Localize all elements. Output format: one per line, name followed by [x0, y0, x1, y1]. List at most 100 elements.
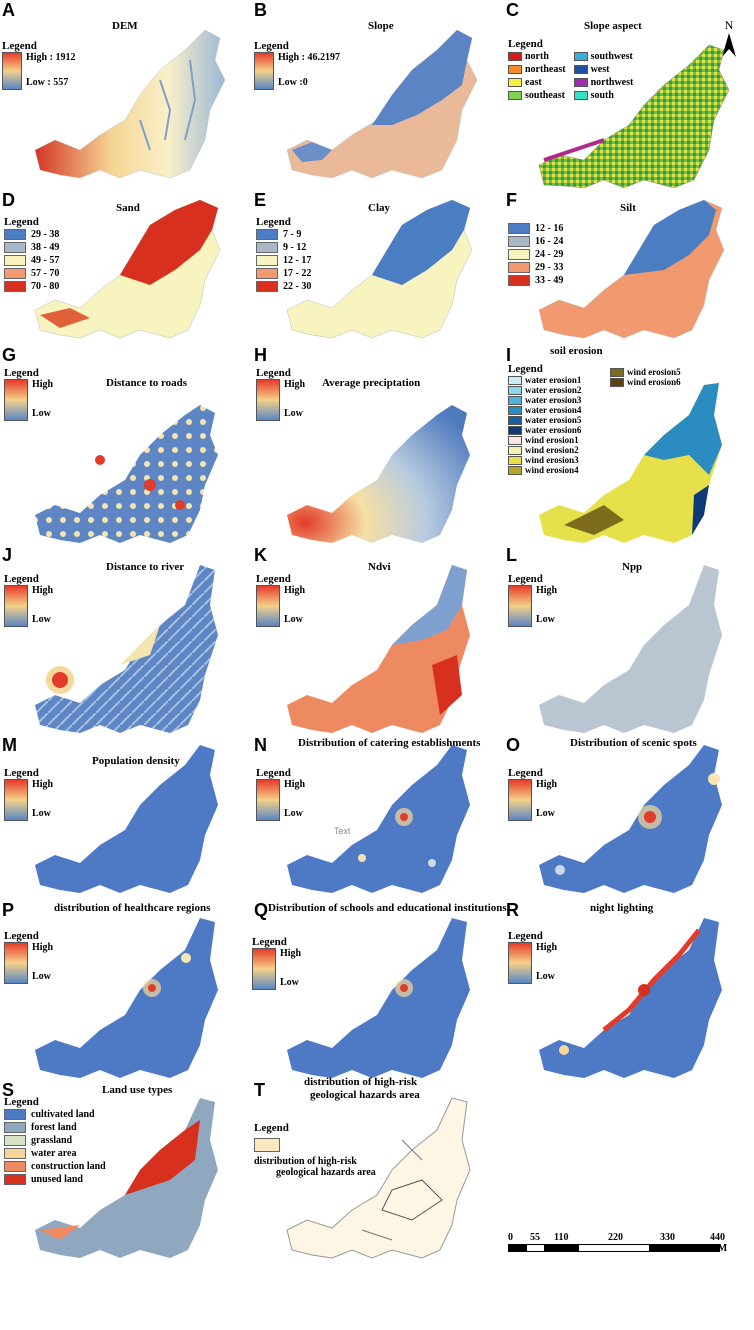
legend-swatch — [4, 1161, 26, 1172]
legend-low: Low — [32, 971, 51, 982]
legend-label: wind erosion5 — [627, 367, 681, 377]
legend-item-line2: geological hazards area — [276, 1167, 376, 1178]
legend-item: cultivated land — [4, 1108, 106, 1121]
legend-swatch — [256, 229, 278, 240]
legend-low: Low — [32, 408, 51, 419]
legend-title: Legend — [4, 767, 39, 779]
legend-low: Low — [32, 614, 51, 625]
legend-swatch — [508, 262, 530, 273]
legend-low: Low — [280, 977, 299, 988]
panel-i-soil-erosion: I soil erosion Legend water erosion1 wate… — [504, 345, 750, 595]
legend-gradient — [254, 52, 274, 90]
river-map — [35, 565, 218, 733]
legend-label: water erosion4 — [525, 405, 582, 415]
legend-item: 24 - 29 — [508, 248, 563, 261]
legend-swatch — [508, 91, 522, 100]
legend-gradient — [4, 942, 28, 984]
legend-high: High : 46.2197 — [278, 52, 340, 63]
legend-title: Legend — [254, 40, 289, 52]
legend-item-line1: distribution of high-risk — [254, 1156, 357, 1167]
legend-label: 38 - 49 — [31, 242, 60, 253]
legend-item: 38 - 49 — [4, 241, 59, 254]
legend: Legend High : 46.2197 Low :0 — [254, 40, 340, 90]
panel-letter: F — [506, 190, 517, 210]
legend-swatch — [256, 281, 278, 292]
legend-label: 12 - 16 — [535, 223, 564, 234]
legend-high: High : 1912 — [26, 52, 76, 63]
legend-swatch — [508, 415, 522, 425]
legend-item: wind erosion5 — [610, 367, 681, 377]
panel-t-geohazards: T distribution of high-risk geological h… — [252, 1076, 498, 1330]
legend-high: High — [32, 779, 54, 790]
night-lighting-map — [539, 918, 722, 1078]
legend-item: 17 - 22 — [256, 267, 311, 280]
legend-item: northeast — [508, 63, 566, 76]
stray-text: Text — [334, 826, 351, 836]
legend-gradient — [508, 585, 532, 627]
scale-tick: 110 — [554, 1232, 569, 1243]
panel-title: Slope aspect — [584, 20, 642, 32]
legend-swatch — [4, 1174, 26, 1185]
schools-map — [287, 918, 470, 1078]
legend-high: High — [536, 779, 558, 790]
legend-label: 7 - 9 — [283, 229, 302, 240]
legend-title: Legend — [4, 930, 39, 942]
legend-label: 16 - 24 — [535, 236, 564, 247]
legend: Legend High : 1912 Low : 557 — [2, 40, 75, 90]
legend-swatch — [256, 268, 278, 279]
panel-title: DEM — [112, 20, 138, 32]
panel-g-roads: G Distance to roads Legend High Low — [0, 345, 246, 595]
legend-swatch — [4, 229, 26, 240]
legend-gradient — [252, 948, 276, 990]
legend-title: Legend — [252, 936, 287, 948]
legend-item: 33 - 49 — [508, 274, 563, 287]
legend-swatch — [508, 275, 530, 286]
legend-swatch — [508, 385, 522, 395]
legend-item: 9 - 12 — [256, 241, 311, 254]
legend-item: water erosion2 — [508, 385, 581, 395]
legend-item: water area — [4, 1147, 106, 1160]
panel-m-population: M Population density Legend High Low — [0, 735, 246, 985]
panel-title: Ndvi — [368, 561, 391, 573]
panel-r-night-lighting: R night lighting Legend High Low — [504, 900, 750, 1150]
legend-item: 70 - 80 — [4, 280, 59, 293]
legend-swatch — [610, 367, 624, 377]
panel-a-dem: A DEM Legend High : 1912 Low : 557 — [0, 0, 246, 250]
panel-letter: R — [506, 900, 519, 920]
legend-title: Legend — [256, 767, 291, 779]
legend-label: water erosion6 — [525, 425, 582, 435]
legend-title: Legend — [4, 216, 39, 228]
population-map — [35, 745, 218, 893]
panel-title: soil erosion — [550, 345, 603, 357]
legend-swatch — [4, 281, 26, 292]
legend-gradient — [256, 379, 280, 421]
panel-title: Npp — [622, 561, 643, 573]
legend-item: 12 - 16 — [508, 222, 563, 235]
legend: Legend High Low — [4, 573, 53, 627]
legend-low: Low — [536, 808, 555, 819]
scale-tick: 440 KM — [710, 1232, 728, 1254]
legend-swatch — [256, 242, 278, 253]
legend-label: west — [590, 64, 610, 75]
panel-title: Sand — [116, 202, 140, 214]
panel-letter: N — [254, 735, 267, 755]
legend-item: 16 - 24 — [508, 235, 563, 248]
panel-letter: B — [254, 0, 267, 20]
legend-high: High — [536, 585, 558, 596]
legend-high: High — [284, 379, 306, 390]
legend-low: Low — [536, 971, 555, 982]
panel-letter: E — [254, 190, 267, 210]
legend-label: southwest — [590, 51, 633, 62]
legend-item: 29 - 38 — [4, 228, 59, 241]
scenic-map — [539, 745, 722, 893]
panel-letter: G — [2, 345, 17, 365]
geohazards-map — [286, 1097, 471, 1259]
panel-p-healthcare: P distribution of healthcare regions Leg… — [0, 900, 246, 1150]
legend-title: Legend — [256, 573, 291, 585]
legend-label: 49 - 57 — [31, 255, 60, 266]
legend-label: northwest — [590, 77, 634, 88]
legend-item: 12 - 17 — [256, 254, 311, 267]
panel-title: Silt — [620, 202, 636, 214]
legend-low: Low — [284, 408, 303, 419]
panel-letter: C — [506, 0, 519, 20]
